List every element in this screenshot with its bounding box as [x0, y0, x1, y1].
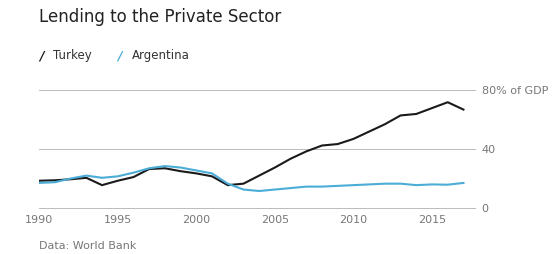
Text: Argentina: Argentina: [132, 49, 189, 62]
Text: /: /: [39, 49, 44, 62]
Text: Lending to the Private Sector: Lending to the Private Sector: [39, 8, 282, 26]
Text: Turkey: Turkey: [53, 49, 92, 62]
Text: Data: World Bank: Data: World Bank: [39, 242, 137, 251]
Text: /: /: [118, 49, 122, 62]
